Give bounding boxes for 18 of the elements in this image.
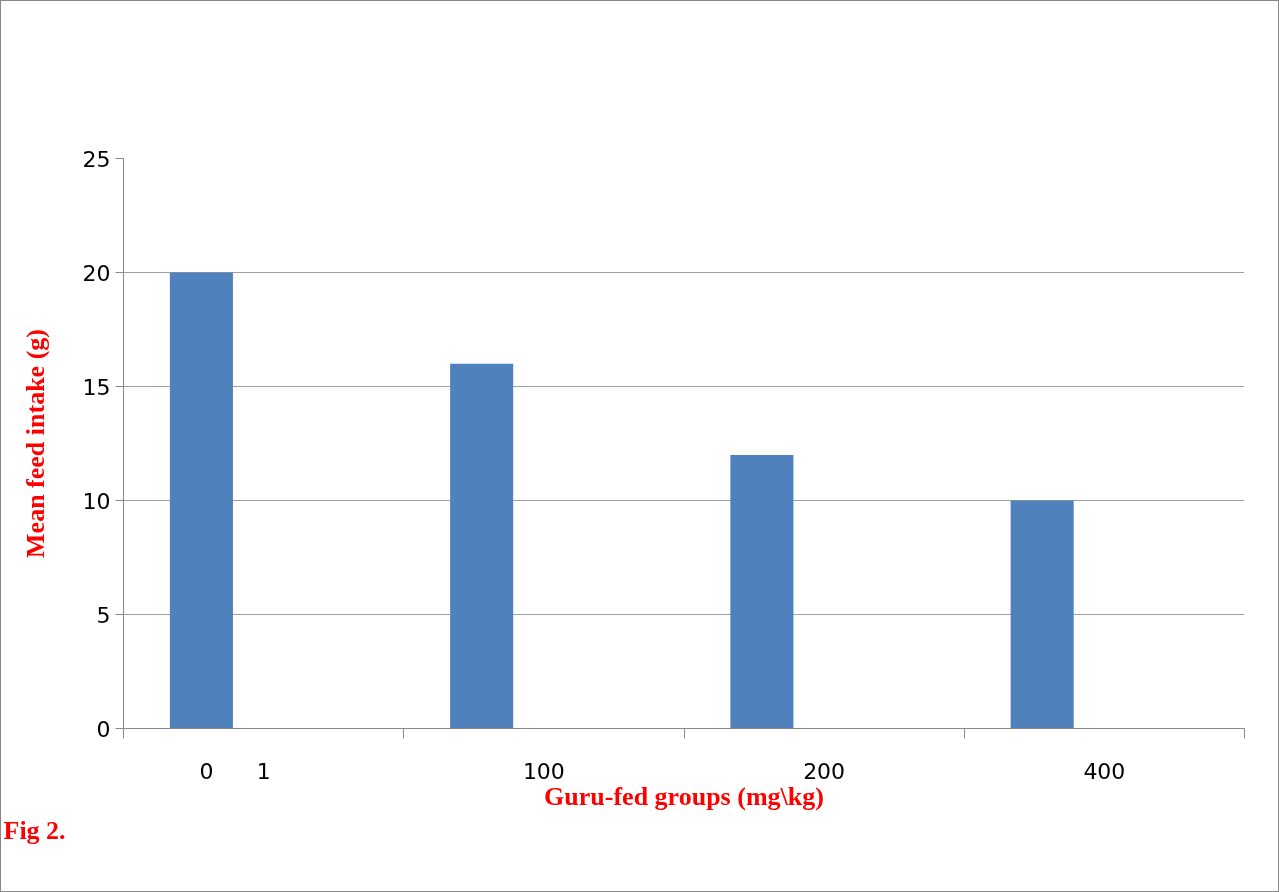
x-tick-label: 1: [256, 758, 271, 784]
x-axis-title: Guru-fed groups (mg\kg): [544, 781, 824, 811]
x-tick-label: 100: [522, 758, 565, 784]
y-axis-title: Mean feed intake (g): [20, 329, 50, 558]
y-tick-label: 25: [82, 146, 111, 172]
y-tick-label: 0: [96, 716, 111, 742]
y-tick-label: 20: [82, 260, 111, 286]
bar: [169, 272, 233, 729]
x-tick-label: 200: [803, 758, 846, 784]
bar: [730, 454, 794, 729]
y-tick-label: 5: [96, 602, 111, 628]
y-tick-label: 15: [82, 374, 111, 400]
bar: [450, 363, 514, 729]
x-tick-label: 400: [1083, 758, 1126, 784]
text: 0: [199, 758, 214, 784]
bar: [1010, 500, 1074, 729]
y-tick-label: 10: [82, 488, 111, 514]
caption: Fig 2.: [3, 815, 66, 845]
